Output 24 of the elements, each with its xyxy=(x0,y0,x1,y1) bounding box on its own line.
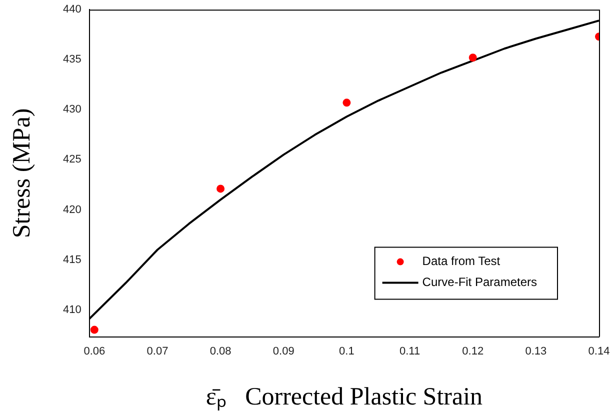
x-tick-label: 0.12 xyxy=(462,345,484,358)
x-tick-label: 0.13 xyxy=(525,345,547,358)
point xyxy=(468,54,477,62)
x-tick-label: 0.14 xyxy=(588,345,610,358)
x-tick-label: 0.09 xyxy=(272,345,294,358)
legend-label: Data from Test xyxy=(422,254,501,268)
x-axis-title: ε̄ₚ Corrected Plastic Strain xyxy=(206,384,484,411)
x-tick-label: 0.07 xyxy=(146,345,168,358)
x-tick-label: 0.08 xyxy=(210,345,232,358)
point xyxy=(342,98,351,107)
y-tick-label: 435 xyxy=(62,54,82,66)
y-tick-label: 415 xyxy=(62,254,82,266)
y-tick-label: 420 xyxy=(62,204,82,216)
legend-label: Curve-Fit Parameters xyxy=(422,275,538,290)
y-tick-label: 425 xyxy=(62,154,82,166)
y-axis-title: Stress (MPa) xyxy=(8,108,36,238)
y-tick-label: 430 xyxy=(62,104,82,116)
y-tick-label: 410 xyxy=(62,304,82,316)
point xyxy=(90,326,98,334)
x-tick-label: 0.11 xyxy=(399,345,420,358)
x-tick-label: 0.1 xyxy=(339,345,354,358)
point xyxy=(216,184,225,193)
x-tick-label: 0.06 xyxy=(84,345,106,358)
y-tick-label: 440 xyxy=(62,4,82,16)
